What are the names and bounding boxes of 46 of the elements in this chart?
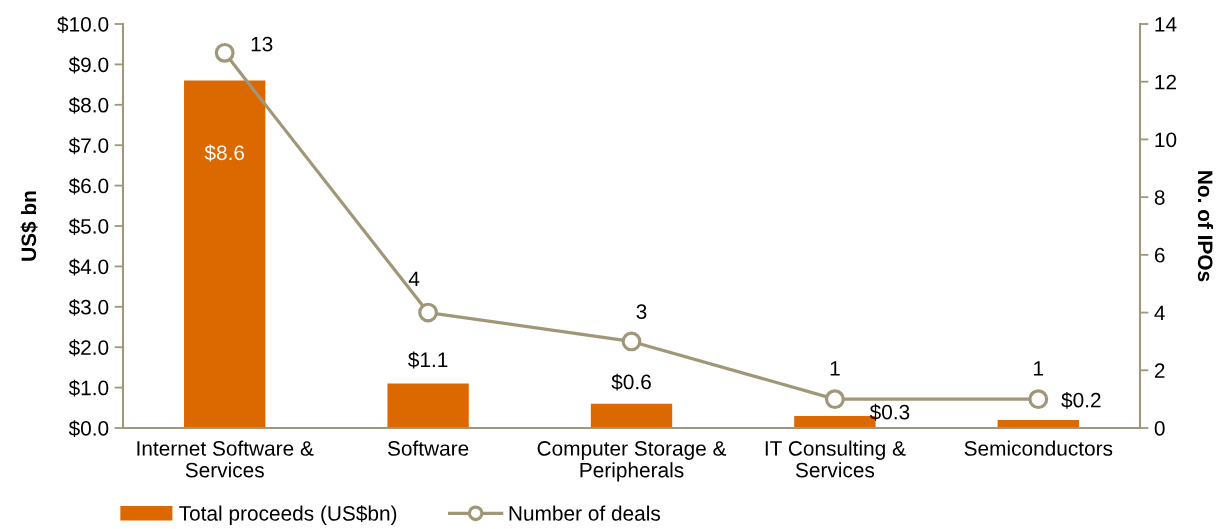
point bbox=[214, 42, 235, 63]
y2-tick-label: 12 bbox=[1155, 74, 1177, 90]
bar bbox=[590, 403, 673, 428]
y-tick-label: $6.0 bbox=[68, 177, 109, 195]
y2-tick-label: 8 bbox=[1154, 190, 1165, 205]
point bbox=[621, 331, 642, 352]
data-label: $0.3 bbox=[869, 403, 910, 421]
y-tick-label: $1.0 bbox=[68, 379, 109, 397]
y-axis-title: US$ bn bbox=[20, 191, 38, 261]
data-label: $1.1 bbox=[408, 351, 448, 369]
bar bbox=[184, 80, 266, 428]
data-label: $0.2 bbox=[1061, 391, 1101, 409]
y2-tick-label: 10 bbox=[1155, 132, 1177, 148]
point bbox=[418, 302, 439, 323]
y2-tick-label: 0 bbox=[1154, 421, 1165, 436]
y-tick-label: $2.0 bbox=[68, 339, 109, 357]
data-label: 1 bbox=[1034, 361, 1044, 376]
data-label: 3 bbox=[636, 304, 647, 320]
x-tick-label: Software bbox=[387, 440, 469, 456]
y-tick-label: $8.0 bbox=[68, 96, 109, 114]
data-label: $0.6 bbox=[611, 373, 651, 391]
x-tick-label: Computer Storage & Peripherals bbox=[537, 441, 727, 482]
y-tick-label: $9.0 bbox=[68, 56, 109, 74]
y-tick-label: $5.0 bbox=[68, 218, 109, 235]
y-tick-label: $7.0 bbox=[68, 137, 109, 155]
y-tick-label: $10.0 bbox=[57, 16, 109, 33]
legend-label: Total proceeds (US$bn) bbox=[179, 505, 397, 525]
y2-axis-title: No. of IPOs bbox=[1197, 171, 1214, 282]
data-label: 13 bbox=[251, 36, 273, 52]
bar bbox=[387, 383, 469, 428]
y2-tick-label: 2 bbox=[1154, 363, 1165, 378]
data-label: $8.6 bbox=[204, 144, 245, 162]
legend-label: Number of deals bbox=[509, 505, 661, 521]
y-tick-label: $4.0 bbox=[68, 258, 109, 276]
y2-tick-label: 6 bbox=[1154, 247, 1165, 263]
x-tick-label: Semiconductors bbox=[964, 440, 1113, 456]
y-tick-label: $0.0 bbox=[68, 420, 109, 437]
data-label: 1 bbox=[830, 361, 840, 376]
x-tick-label: IT Consulting & Services bbox=[765, 440, 906, 478]
y2-tick-label: 4 bbox=[1154, 305, 1165, 321]
x-tick-label: Internet Software & Services bbox=[137, 440, 314, 478]
y2-tick-label: 14 bbox=[1155, 17, 1177, 32]
y-tick-label: $3.0 bbox=[68, 298, 109, 316]
data-label: 4 bbox=[408, 271, 420, 286]
point bbox=[1028, 389, 1049, 410]
point bbox=[824, 389, 845, 410]
